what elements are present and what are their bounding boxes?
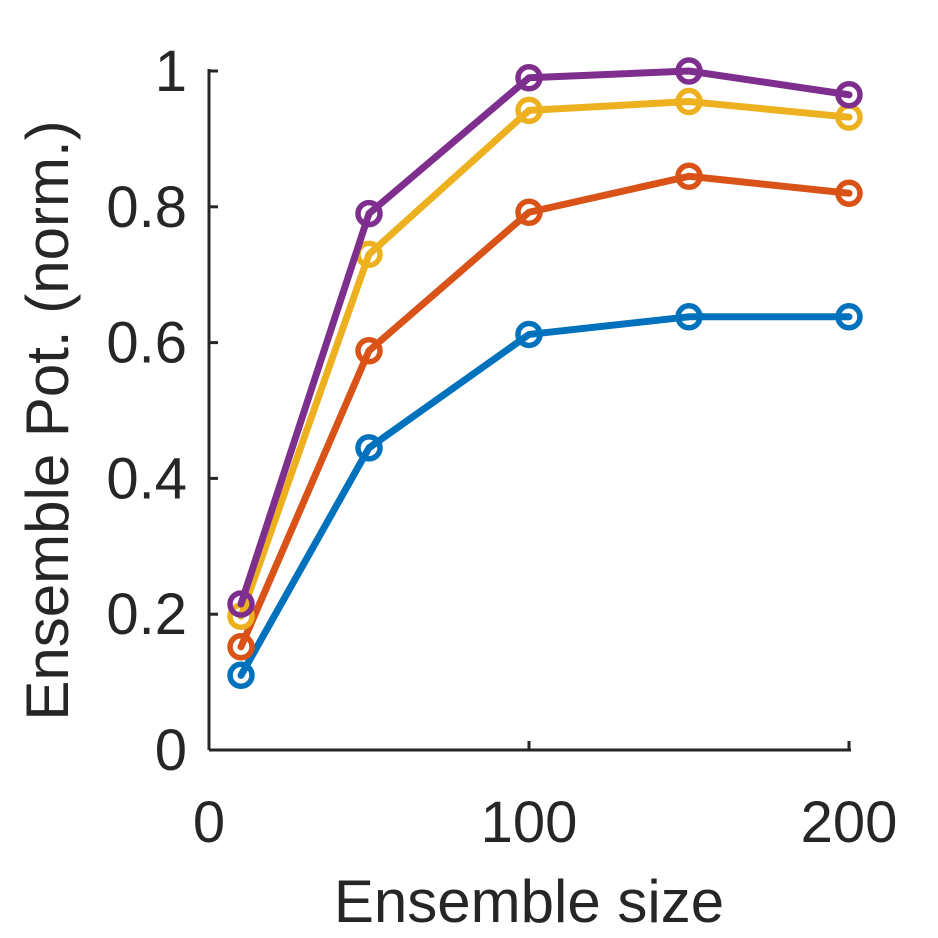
- x-axis-label: Ensemble size: [334, 868, 724, 935]
- data-point: [515, 64, 543, 92]
- data-point: [227, 633, 255, 661]
- y-tick-label: 0: [155, 718, 187, 783]
- x-tick-label: 200: [801, 790, 898, 855]
- data-point: [355, 199, 383, 228]
- x-tick-label: 100: [481, 790, 578, 855]
- data-point: [227, 661, 255, 690]
- y-tick-label: 0.2: [106, 582, 187, 647]
- series-line: [237, 67, 853, 608]
- data-point: [835, 179, 863, 207]
- data-point: [675, 57, 703, 85]
- y-tick-label: 0.8: [106, 175, 187, 240]
- data-point: [675, 303, 703, 331]
- series-layer: [227, 57, 863, 690]
- x-tick-label: 0: [193, 790, 225, 855]
- series-line: [237, 172, 853, 651]
- data-point: [355, 336, 383, 365]
- data-point: [355, 434, 383, 462]
- data-point: [835, 81, 863, 109]
- y-axis-label: Ensemble Pot. (norm.): [14, 120, 81, 720]
- y-tick-label: 1: [155, 39, 187, 104]
- data-point: [675, 162, 703, 190]
- y-tick-label: 0.4: [106, 446, 187, 511]
- series-line: [237, 313, 853, 679]
- data-point: [675, 87, 703, 116]
- data-point: [515, 320, 543, 349]
- data-point: [835, 303, 863, 331]
- series-1: [227, 303, 863, 690]
- y-tick-label: 0.6: [106, 311, 187, 376]
- data-point: [515, 198, 543, 226]
- data-point: [515, 96, 543, 125]
- series-line: [237, 98, 853, 620]
- axes: 0 0.2 0.4 0.6 0.8 1 0 100 200: [106, 39, 897, 855]
- series-4: [227, 57, 863, 618]
- data-point: [227, 590, 255, 618]
- series-2: [227, 162, 863, 661]
